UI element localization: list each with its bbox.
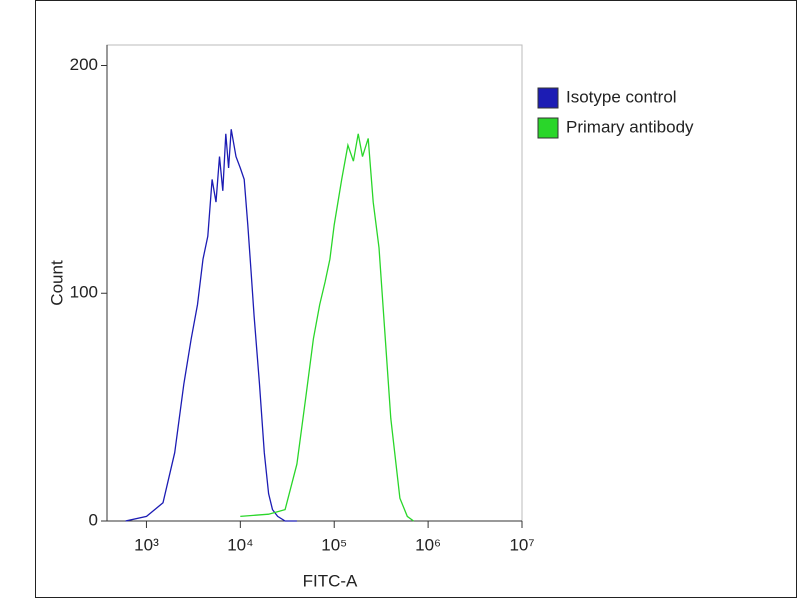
y-tick-label: 0 bbox=[89, 510, 98, 529]
x-tick-label: 10⁶ bbox=[415, 535, 441, 554]
histogram-line bbox=[125, 129, 297, 522]
plot-frame bbox=[106, 44, 523, 522]
legend-label: Isotype control bbox=[566, 87, 677, 106]
frame bbox=[35, 0, 797, 598]
histogram-line bbox=[240, 133, 414, 522]
legend-swatch bbox=[537, 117, 559, 139]
x-axis-label: FITC-A bbox=[303, 571, 358, 590]
x-tick-label: 10⁴ bbox=[227, 535, 253, 554]
x-tick-label: 10⁷ bbox=[509, 535, 534, 554]
legend-swatch bbox=[537, 87, 559, 109]
x-tick-label: 10³ bbox=[134, 535, 159, 554]
legend-label: Primary antibody bbox=[566, 117, 694, 136]
y-tick-label: 200 bbox=[70, 55, 98, 74]
y-axis-label: Count bbox=[47, 260, 66, 306]
y-tick-label: 100 bbox=[70, 283, 98, 302]
x-tick-label: 10⁵ bbox=[321, 535, 347, 554]
